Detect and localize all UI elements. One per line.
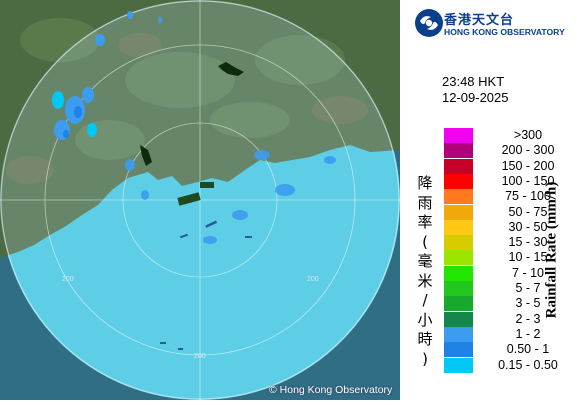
radar-date: 12-09-2025 <box>442 90 509 105</box>
legend-swatch <box>444 158 473 174</box>
copyright-text: © Hong Kong Observatory <box>269 384 393 396</box>
legend-swatch <box>444 173 473 189</box>
org-name-en: HONG KONG OBSERVATORY <box>444 27 565 37</box>
legend-label: 30 - 50 <box>508 219 548 234</box>
legend-swatch <box>444 250 473 266</box>
legend-swatch <box>444 326 473 342</box>
legend-swatch <box>444 143 473 159</box>
range-label: 200 <box>194 353 206 360</box>
legend-label: 0.15 - 0.50 <box>498 357 558 372</box>
radar-image: 200 200 200 <box>0 0 400 400</box>
org-name-zh: 香港天文台 <box>444 13 515 28</box>
legend-label: 10 - 15 <box>508 250 548 265</box>
legend-title-zh: 降雨率(毫米 / 小時) <box>417 174 433 368</box>
legend-swatch <box>444 281 473 296</box>
legend-label: 7 - 10 <box>512 265 544 280</box>
legend-label: 5 - 7 <box>515 281 541 295</box>
legend-label: 1 - 2 <box>515 326 541 341</box>
legend-label: 0.50 - 1 <box>506 342 550 357</box>
legend-swatch <box>444 342 473 358</box>
legend-label: 2 - 3 <box>515 311 541 326</box>
hko-logo-icon <box>415 9 443 37</box>
legend-label: 200 - 300 <box>501 143 555 158</box>
hko-logo: 香港天文台 HONG KONG OBSERVATORY <box>414 8 574 40</box>
legend-label: 150 - 200 <box>501 158 555 173</box>
legend-swatch <box>444 128 473 143</box>
legend-label: >300 <box>513 128 543 142</box>
radar-map: 200 200 200 <box>0 0 400 400</box>
range-label: 200 <box>307 276 319 283</box>
rain-echoes <box>52 11 336 350</box>
radar-time: 23:48 HKT <box>442 74 505 89</box>
legend-swatch <box>444 204 473 220</box>
legend-swatch <box>444 235 473 251</box>
legend-swatch <box>444 219 473 235</box>
legend-swatch <box>444 311 473 327</box>
legend-swatch <box>444 357 473 373</box>
legend-label: 100 - 150 <box>501 173 555 188</box>
legend-swatch <box>444 189 473 205</box>
legend-label: 50 - 75 <box>508 204 548 219</box>
legend-label: 15 - 30 <box>508 235 548 250</box>
legend-title-en: Rainfall Rate (mm/h) <box>543 181 560 319</box>
legend-label: 3 - 5 <box>515 296 541 311</box>
legend-panel: 香港天文台 HONG KONG OBSERVATORY 23:48 HKT 12… <box>400 0 577 400</box>
legend-swatch <box>444 265 473 281</box>
range-label: 200 <box>62 276 74 283</box>
legend-label: 75 - 100 <box>505 189 551 204</box>
legend-swatch <box>444 296 473 312</box>
